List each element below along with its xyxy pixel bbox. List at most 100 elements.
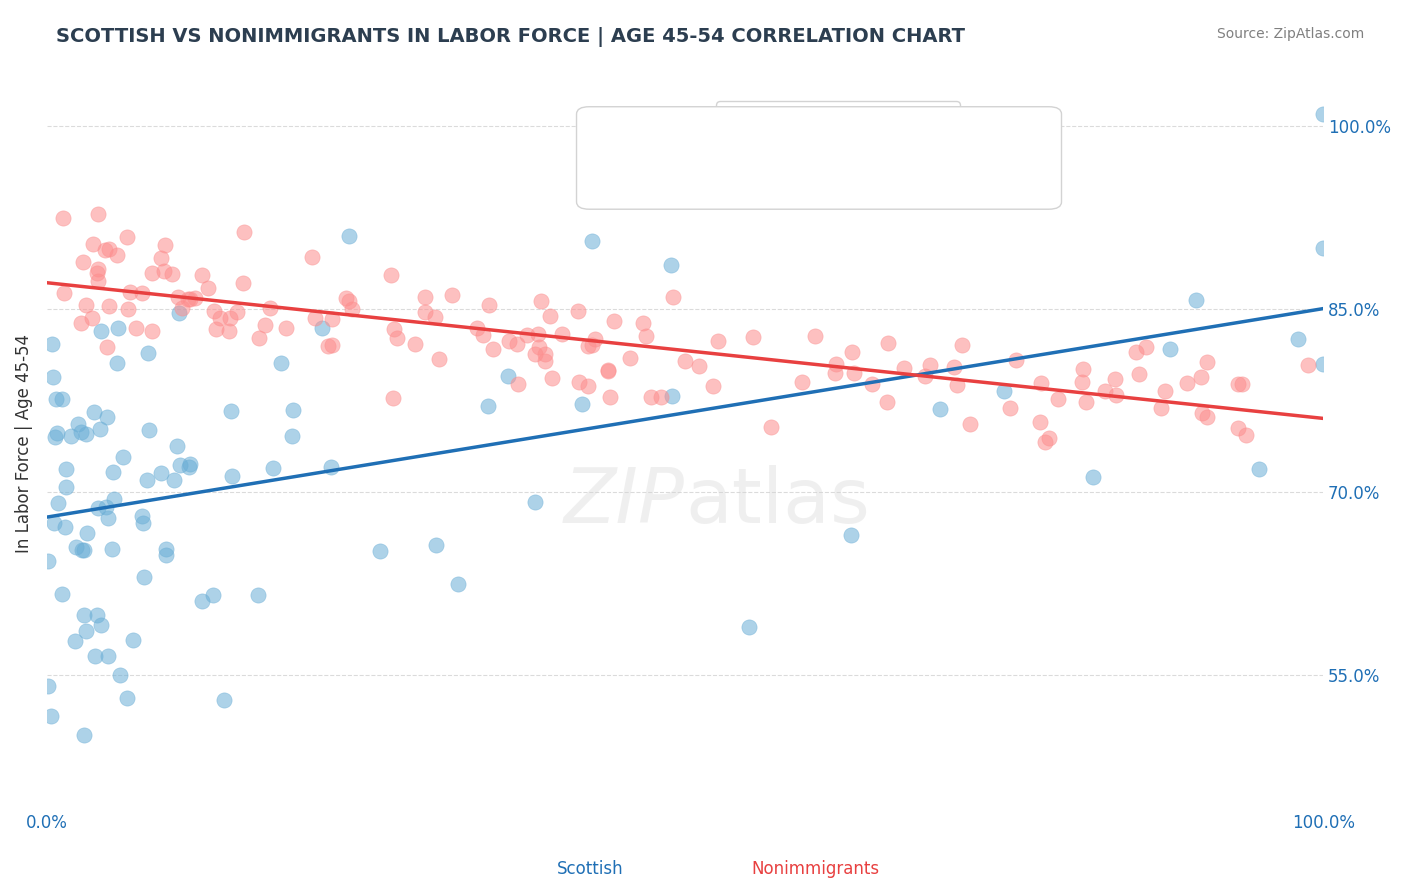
Nonimmigrants: [321, 338, 343, 352]
Scottish: [90, 618, 112, 632]
Nonimmigrants: [914, 368, 936, 383]
Nonimmigrants: [596, 363, 619, 377]
Nonimmigrants: [803, 329, 825, 343]
Nonimmigrants: [1029, 376, 1052, 390]
Nonimmigrants: [1038, 431, 1060, 445]
Scottish: [247, 587, 270, 601]
Nonimmigrants: [52, 211, 75, 225]
Nonimmigrants: [86, 266, 108, 280]
Scottish: [97, 510, 120, 524]
Nonimmigrants: [650, 390, 672, 404]
Nonimmigrants: [578, 339, 600, 353]
Scottish: [477, 399, 499, 413]
Nonimmigrants: [1191, 405, 1213, 419]
Scottish: [37, 554, 59, 568]
Nonimmigrants: [75, 298, 97, 312]
Scottish: [83, 405, 105, 419]
Nonimmigrants: [602, 314, 624, 328]
Scottish: [39, 709, 62, 723]
Nonimmigrants: [131, 285, 153, 300]
Nonimmigrants: [893, 361, 915, 376]
Nonimmigrants: [208, 310, 231, 325]
Scottish: [1312, 107, 1334, 121]
Nonimmigrants: [860, 377, 883, 392]
Nonimmigrants: [105, 248, 128, 262]
Nonimmigrants: [662, 290, 685, 304]
Scottish: [219, 403, 242, 417]
Nonimmigrants: [179, 292, 201, 306]
Nonimmigrants: [82, 311, 104, 326]
Scottish: [155, 541, 177, 556]
Nonimmigrants: [321, 311, 343, 326]
Nonimmigrants: [120, 285, 142, 299]
Nonimmigrants: [506, 337, 529, 351]
Nonimmigrants: [232, 276, 254, 290]
Scottish: [179, 457, 201, 471]
Nonimmigrants: [274, 321, 297, 335]
Scottish: [221, 468, 243, 483]
Scottish: [107, 321, 129, 335]
Nonimmigrants: [301, 250, 323, 264]
Nonimmigrants: [583, 332, 606, 346]
Nonimmigrants: [527, 340, 550, 354]
Scottish: [283, 403, 305, 417]
Scottish: [45, 426, 67, 441]
Nonimmigrants: [172, 301, 194, 316]
Nonimmigrants: [304, 310, 326, 325]
Nonimmigrants: [153, 238, 176, 252]
Scottish: [86, 607, 108, 622]
Nonimmigrants: [950, 337, 973, 351]
Nonimmigrants: [1230, 377, 1253, 392]
Scottish: [65, 634, 87, 648]
Scottish: [955, 148, 977, 162]
Text: atlas: atlas: [685, 465, 870, 539]
Nonimmigrants: [149, 252, 172, 266]
Nonimmigrants: [382, 391, 405, 405]
Nonimmigrants: [506, 377, 529, 392]
Nonimmigrants: [87, 274, 110, 288]
Scottish: [1286, 332, 1309, 346]
Nonimmigrants: [1177, 376, 1199, 391]
Nonimmigrants: [1128, 368, 1150, 382]
Scottish: [60, 429, 83, 443]
Nonimmigrants: [87, 262, 110, 277]
Nonimmigrants: [94, 244, 117, 258]
Nonimmigrants: [141, 325, 163, 339]
Nonimmigrants: [382, 321, 405, 335]
Nonimmigrants: [218, 324, 240, 338]
Scottish: [51, 587, 73, 601]
Nonimmigrants: [441, 287, 464, 301]
Nonimmigrants: [177, 292, 200, 306]
Nonimmigrants: [876, 335, 898, 350]
Scottish: [55, 462, 77, 476]
Scottish: [212, 693, 235, 707]
Scottish: [262, 461, 284, 475]
Nonimmigrants: [540, 371, 562, 385]
Nonimmigrants: [385, 331, 408, 345]
Scottish: [46, 496, 69, 510]
Nonimmigrants: [465, 321, 488, 335]
Nonimmigrants: [259, 301, 281, 315]
Nonimmigrants: [568, 375, 591, 389]
Scottish: [138, 423, 160, 437]
Nonimmigrants: [1094, 384, 1116, 398]
Nonimmigrants: [918, 359, 941, 373]
Text: Nonimmigrants: Nonimmigrants: [751, 860, 880, 878]
Scottish: [281, 428, 304, 442]
Scottish: [447, 576, 470, 591]
Y-axis label: In Labor Force | Age 45-54: In Labor Force | Age 45-54: [15, 334, 32, 553]
Scottish: [97, 648, 120, 663]
Text: SCOTTISH VS NONIMMIGRANTS IN LABOR FORCE | AGE 45-54 CORRELATION CHART: SCOTTISH VS NONIMMIGRANTS IN LABOR FORCE…: [56, 27, 966, 46]
Scottish: [94, 500, 117, 515]
Nonimmigrants: [876, 395, 898, 409]
Nonimmigrants: [413, 305, 436, 319]
Scottish: [1159, 342, 1181, 356]
Scottish: [368, 544, 391, 558]
Nonimmigrants: [824, 366, 846, 380]
Nonimmigrants: [702, 379, 724, 393]
Nonimmigrants: [516, 327, 538, 342]
Nonimmigrants: [478, 297, 501, 311]
Nonimmigrants: [640, 390, 662, 404]
Scottish: [661, 389, 683, 403]
Scottish: [42, 516, 65, 530]
